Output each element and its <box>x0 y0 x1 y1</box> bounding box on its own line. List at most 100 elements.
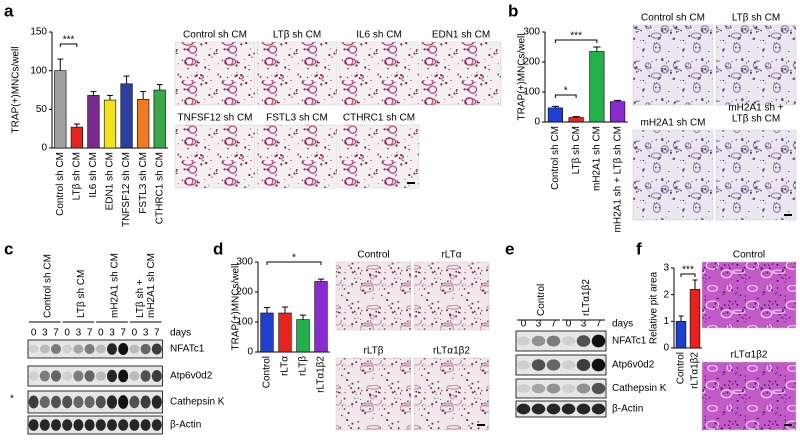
blot-band <box>531 335 546 347</box>
blot-band <box>118 395 129 409</box>
y-tick-label: 0 <box>41 143 47 154</box>
x-tick-label: mH2A1 sh CM <box>592 126 603 191</box>
blot-band <box>576 383 591 394</box>
blot-band <box>561 384 576 393</box>
day-label: 7 <box>551 319 557 330</box>
blot-label: NFATc1 <box>612 336 647 347</box>
blot-band <box>591 403 606 415</box>
blot-band <box>106 419 118 431</box>
blot-band <box>106 369 118 383</box>
blot-marker: * <box>10 394 14 405</box>
blot-band <box>576 359 591 371</box>
blot-band <box>28 395 39 409</box>
day-label: 0 <box>64 328 70 339</box>
panel-letter: e <box>505 239 514 258</box>
blot-band <box>591 358 606 372</box>
blot-band <box>95 344 106 354</box>
y-tick-label: 100 <box>523 87 540 98</box>
bar <box>689 289 701 349</box>
bar <box>610 101 626 123</box>
blot-band <box>84 419 95 431</box>
blot-band <box>516 336 531 346</box>
day-label: 3 <box>536 319 542 330</box>
day-label: 0 <box>521 319 527 330</box>
bar <box>296 319 310 353</box>
y-tick-label: 100 <box>30 65 47 76</box>
blot-band <box>561 360 576 370</box>
blot-band <box>73 419 84 431</box>
significance-label: *** <box>570 31 582 42</box>
micrograph-label: mH2A1 sh CM <box>640 118 705 129</box>
x-tick-label: EDN1 sh CM <box>105 152 116 210</box>
micrograph <box>256 124 338 189</box>
blot-band <box>516 360 531 370</box>
group-label: mH2A1 sh CM <box>146 253 157 318</box>
micrograph <box>335 261 412 331</box>
bar <box>87 95 100 149</box>
group-label: rLTα1β2 <box>581 279 592 316</box>
blot-strip <box>27 365 163 387</box>
micrograph <box>413 261 490 331</box>
micrograph-label: Control sh CM <box>641 13 705 24</box>
bar <box>568 117 584 123</box>
significance-bracket <box>680 273 696 277</box>
day-label: 3 <box>581 319 587 330</box>
panel-letter: f <box>636 239 642 258</box>
blot-band <box>39 344 50 354</box>
blot-band <box>95 371 106 381</box>
bar <box>589 51 605 123</box>
blot-band <box>140 419 151 431</box>
bar <box>103 99 117 149</box>
y-tick-label: 3 <box>663 263 669 274</box>
bar <box>314 281 328 353</box>
y-axis-label: TRAP(+)MNCs/well <box>11 47 22 134</box>
micrograph-label: LTβ sh CM <box>732 114 780 125</box>
panel-letter: d <box>213 239 223 258</box>
significance-label: *** <box>682 265 694 276</box>
days-label: days <box>612 319 633 330</box>
blot-band <box>62 371 73 381</box>
significance-label: *** <box>63 35 75 46</box>
blot-band <box>561 336 576 346</box>
blot-label: β-Actin <box>170 420 201 431</box>
blot-label: Atp6v0d2 <box>612 360 655 371</box>
y-axis-label: TRAP(+)MNCs/well <box>231 264 242 351</box>
y-tick-label: 150 <box>30 27 47 38</box>
blot-band <box>84 344 95 354</box>
panel-letter: a <box>4 1 14 20</box>
day-label: 7 <box>154 328 160 339</box>
day-label: 7 <box>87 328 93 339</box>
blot-band <box>50 344 62 354</box>
blot-strip <box>27 415 163 435</box>
blot-band <box>118 369 129 383</box>
x-tick-label: mH2A1 sh + LTβ sh CM <box>612 126 623 232</box>
x-tick-label: CTHRC1 sh CM <box>154 152 165 224</box>
blot-band <box>531 359 546 371</box>
blot-band <box>28 344 39 354</box>
blot-band <box>118 343 129 355</box>
blot-band <box>531 403 546 415</box>
y-axis-label: Relative pit area <box>649 271 660 344</box>
blot-band <box>62 419 73 431</box>
blot-band <box>546 403 561 415</box>
blot-band <box>118 419 129 431</box>
micrograph-label: Control <box>733 250 765 261</box>
blot-band <box>151 343 162 355</box>
blot-band <box>39 419 50 431</box>
day-label: 0 <box>31 328 37 339</box>
blot-label: Cathepsin K <box>612 383 667 394</box>
micrograph <box>420 41 502 106</box>
y-tick-label: 2 <box>663 289 669 300</box>
group-label: Control <box>536 284 547 316</box>
panel-letter: b <box>508 1 518 20</box>
blot-band <box>50 370 62 382</box>
blot-band <box>39 370 50 382</box>
group-label: LTβ sh CM <box>76 270 87 318</box>
blot-label: Cathepsin K <box>170 397 225 408</box>
bar <box>547 107 563 123</box>
panel-letter: c <box>4 239 13 258</box>
bar <box>153 89 166 149</box>
y-tick-label: 1 <box>663 316 669 327</box>
blot-band <box>28 371 39 381</box>
blot-band <box>576 403 591 415</box>
